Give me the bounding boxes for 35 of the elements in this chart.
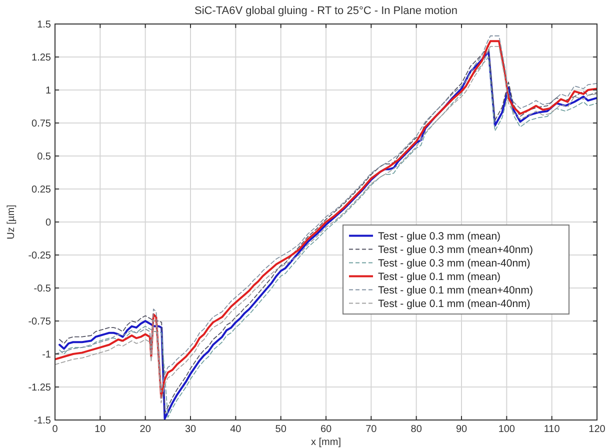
y-tick-label: -0.5 <box>34 284 52 294</box>
x-tick-label: 120 <box>588 424 606 435</box>
y-tick-label: 1 <box>45 86 52 96</box>
y-tick-label: 1.25 <box>32 52 52 64</box>
x-tick-label: 90 <box>456 424 468 435</box>
y-tick-label: -1 <box>42 350 52 360</box>
x-tick-label: 40 <box>230 424 242 435</box>
y-tick-label: 0.75 <box>32 118 52 130</box>
legend-label: Test - glue 0.3 mm (mean) <box>378 230 501 242</box>
x-tick-label: 20 <box>140 424 152 435</box>
y-tick-label: 0.5 <box>37 152 52 162</box>
y-tick-label: -0.75 <box>28 316 52 328</box>
y-tick-label: 0.25 <box>32 184 52 196</box>
y-tick-label: -0.25 <box>28 250 52 262</box>
x-tick-label: 60 <box>320 424 332 435</box>
x-tick-label: 100 <box>498 424 516 435</box>
x-tick-label: 80 <box>410 424 422 435</box>
legend-label: Test - glue 0.3 mm (mean+40nm) <box>378 244 533 256</box>
legend-label: Test - glue 0.3 mm (mean-40nm) <box>378 257 530 270</box>
y-tick-label: -1.5 <box>34 416 52 426</box>
x-tick-label: 70 <box>366 424 378 435</box>
x-tick-label: 50 <box>275 424 287 435</box>
y-tick-label: 1.5 <box>37 20 52 30</box>
x-tick-label: 10 <box>94 424 106 435</box>
x-tick-label: 0 <box>52 424 58 435</box>
legend-label: Test - glue 0.1 mm (mean) <box>378 270 501 283</box>
y-axis-title: Uz [µm] <box>6 204 17 240</box>
chart-title: SiC-TA6V global gluing - RT to 25°C - In Plane motion <box>194 5 458 17</box>
legend-label: Test - glue 0.1 mm (mean-40nm) <box>378 298 530 310</box>
y-tick-label: 0 <box>45 218 52 228</box>
x-tick-label: 30 <box>184 424 196 435</box>
legend-label: Test - glue 0.1 mm (mean+40nm) <box>378 284 533 296</box>
x-tick-label: 110 <box>544 424 560 435</box>
y-tick-label: -1.25 <box>28 382 52 394</box>
x-axis-title: x [mm] <box>311 437 342 448</box>
